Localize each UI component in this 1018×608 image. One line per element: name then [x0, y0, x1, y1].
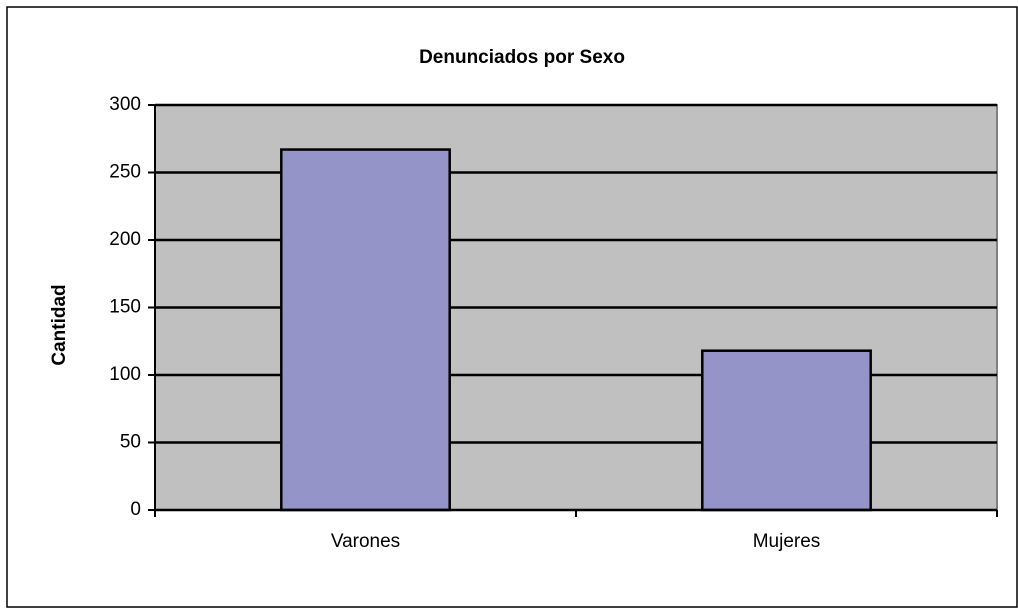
chart-title: Denunciados por Sexo — [419, 47, 625, 68]
y-tick-label: 300 — [109, 94, 141, 115]
bar — [701, 349, 872, 512]
y-tick-label: 250 — [109, 162, 141, 183]
y-tick-label: 200 — [109, 229, 141, 250]
y-axis-title: Cantidad — [49, 284, 70, 365]
bar — [280, 148, 451, 512]
x-tick-label: Mujeres — [753, 531, 821, 552]
y-tick-label: 0 — [130, 499, 141, 520]
y-tick-label: 50 — [120, 432, 141, 453]
x-tick-label: Varones — [331, 531, 400, 552]
y-tick-label: 100 — [109, 364, 141, 385]
y-tick-label: 150 — [109, 297, 141, 318]
